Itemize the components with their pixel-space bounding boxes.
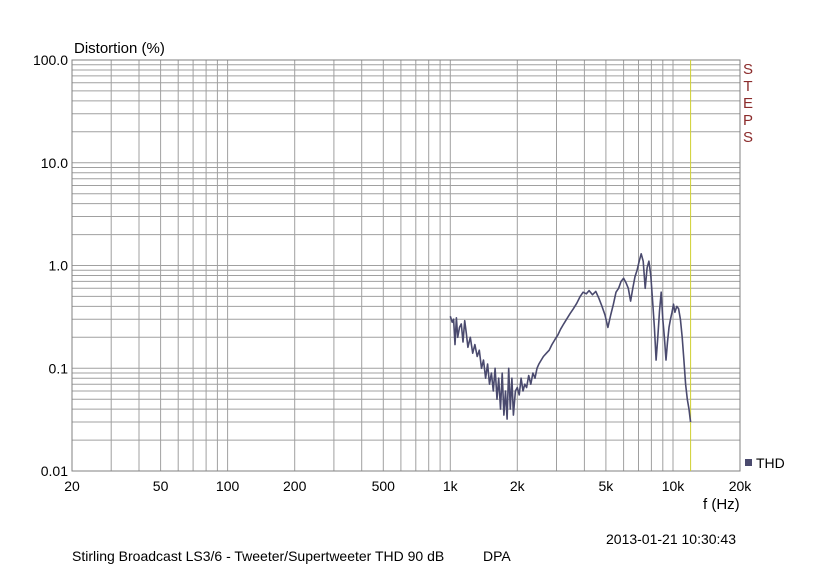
x-tick-label: 5k	[599, 478, 615, 494]
x-tick-label: 20	[64, 478, 80, 494]
x-tick-label: 50	[153, 478, 169, 494]
y-axis-title: Distortion (%)	[74, 40, 165, 57]
steps-letter: S	[743, 61, 753, 78]
timestamp: 2013-01-21 10:30:43	[606, 531, 736, 547]
x-tick-label: 2k	[510, 478, 526, 494]
x-tick-label: 20k	[729, 478, 753, 494]
y-tick-label: 10.0	[41, 155, 68, 171]
steps-letter: E	[743, 95, 753, 112]
x-tick-label: 1k	[443, 478, 459, 494]
series-line-thd	[449, 253, 692, 423]
y-tick-label: 1.0	[49, 258, 69, 274]
y-tick-label: 0.1	[49, 360, 69, 376]
plot-frame	[71, 59, 741, 472]
footer-tag: DPA	[483, 548, 511, 564]
steps-letter: T	[743, 78, 752, 95]
x-tick-label: 100	[216, 478, 240, 494]
y-tick-label: 0.01	[41, 463, 68, 479]
y-tick-labels: 100.0 10.0 1.0 0.1 0.01	[33, 52, 68, 479]
footer-title: Stirling Broadcast LS3/6 - Tweeter/Super…	[72, 548, 445, 564]
legend-label-thd: THD	[756, 455, 785, 471]
steps-letter: S	[743, 129, 753, 146]
x-tick-labels: 20 50 100 200 500 1k 2k 5k 10k 20k	[64, 478, 752, 494]
x-tick-label: 500	[372, 478, 396, 494]
x-axis-title: f (Hz)	[703, 496, 740, 513]
steps-letter: P	[743, 112, 753, 129]
legend-swatch	[745, 459, 752, 466]
grid	[72, 60, 740, 471]
series-layer	[449, 253, 692, 423]
y-tick-label: 100.0	[33, 52, 68, 68]
x-tick-label: 10k	[662, 478, 686, 494]
x-tick-label: 200	[283, 478, 307, 494]
